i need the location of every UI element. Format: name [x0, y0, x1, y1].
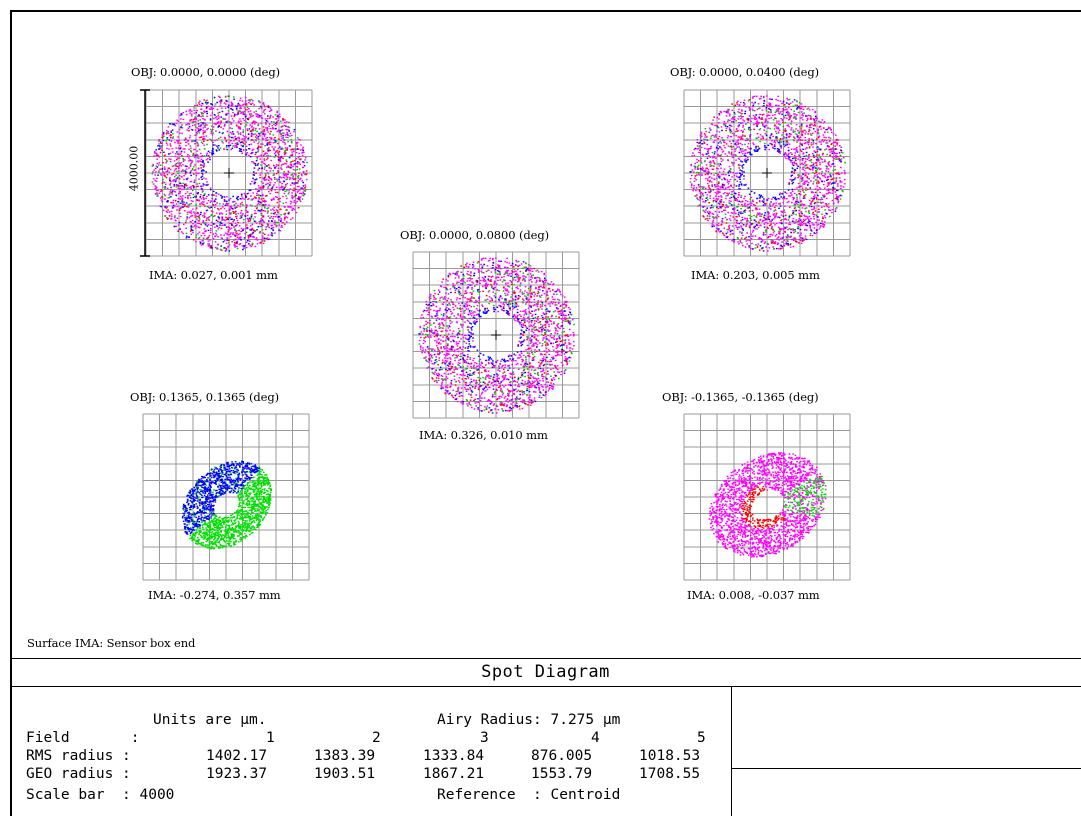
- ray-points-4-color-2: [181, 460, 261, 535]
- ray-points-3-color-3: [423, 261, 569, 413]
- field-4: 4: [591, 730, 600, 746]
- ray-points-2-color-2: [689, 98, 846, 250]
- centroid-marker-2: [762, 168, 772, 178]
- rms-row-label: RMS radius :: [26, 748, 131, 764]
- ray-points-1-color-3: [154, 95, 308, 251]
- plot-frame: [10, 10, 1081, 816]
- ray-points-5-color-1: [708, 452, 827, 558]
- spot-3-ima-label: IMA: 0.326, 0.010 mm: [419, 428, 548, 442]
- spot-5-ima-label: IMA: 0.008, -0.037 mm: [687, 588, 820, 602]
- rms-5: 1018.53: [639, 748, 701, 764]
- field-2: 2: [372, 730, 381, 746]
- rms-3: 1333.84: [423, 748, 485, 764]
- spot-5-obj-label: OBJ: -0.1365, -0.1365 (deg): [662, 390, 819, 404]
- geo-4: 1553.79: [531, 766, 593, 782]
- scale-bar-label: 4000.00: [127, 145, 141, 192]
- ray-points-1-color-4: [155, 96, 306, 252]
- spot-plot-5: [683, 413, 851, 581]
- ray-points-5-color-2: [741, 485, 786, 529]
- airy-radius-label: Airy Radius: 7.275 µm: [437, 712, 621, 728]
- ray-points-2-color-4: [689, 98, 843, 252]
- centroid-marker-3: [491, 330, 501, 340]
- field-1: 1: [266, 730, 275, 746]
- spot-4-ima-label: IMA: -0.274, 0.357 mm: [148, 588, 281, 602]
- ray-points-5-color-3: [783, 475, 827, 517]
- field-5: 5: [697, 730, 706, 746]
- spot-3-obj-label: OBJ: 0.0000, 0.0800 (deg): [400, 228, 549, 242]
- spot-2-obj-label: OBJ: 0.0000, 0.0400 (deg): [670, 65, 819, 79]
- spot-plot-2: [683, 89, 851, 257]
- field-3: 3: [480, 730, 489, 746]
- reference-info: Reference : Centroid: [437, 787, 621, 803]
- rms-1: 1402.17: [206, 748, 268, 764]
- title-divider-top: [10, 658, 1081, 659]
- field-row-label: Field :: [26, 730, 140, 746]
- title-divider-bottom: [10, 686, 1081, 687]
- surface-label: Surface IMA: Sensor box end: [27, 636, 196, 650]
- centroid-marker-1: [224, 168, 234, 178]
- ray-points-2-color-3: [694, 99, 840, 251]
- diagram-title: Spot Diagram: [481, 662, 610, 682]
- info-side-divider: [731, 768, 1081, 769]
- geo-2: 1903.51: [314, 766, 376, 782]
- geo-3: 1867.21: [423, 766, 485, 782]
- geo-1: 1923.37: [206, 766, 268, 782]
- spot-2-ima-label: IMA: 0.203, 0.005 mm: [691, 268, 820, 282]
- scale-bar-info: Scale bar : 4000: [26, 787, 175, 803]
- info-panel-divider: [731, 686, 732, 816]
- spot-1-ima-label: IMA: 0.027, 0.001 mm: [149, 268, 278, 282]
- scale-bar: [140, 89, 150, 257]
- units-label: Units are µm.: [153, 712, 267, 728]
- spot-plot-1: [145, 89, 313, 257]
- spot-plot-4: [142, 413, 310, 581]
- ray-points-3-color-4: [418, 260, 572, 414]
- geo-row-label: GEO radius :: [26, 766, 131, 782]
- geo-5: 1708.55: [639, 766, 701, 782]
- rms-4: 876.005: [531, 748, 593, 764]
- spot-plot-3: [412, 251, 580, 419]
- spot-1-obj-label: OBJ: 0.0000, 0.0000 (deg): [131, 65, 280, 79]
- spot-grid-4: [142, 413, 310, 581]
- spot-4-obj-label: OBJ: 0.1365, 0.1365 (deg): [130, 390, 279, 404]
- rms-2: 1383.39: [314, 748, 376, 764]
